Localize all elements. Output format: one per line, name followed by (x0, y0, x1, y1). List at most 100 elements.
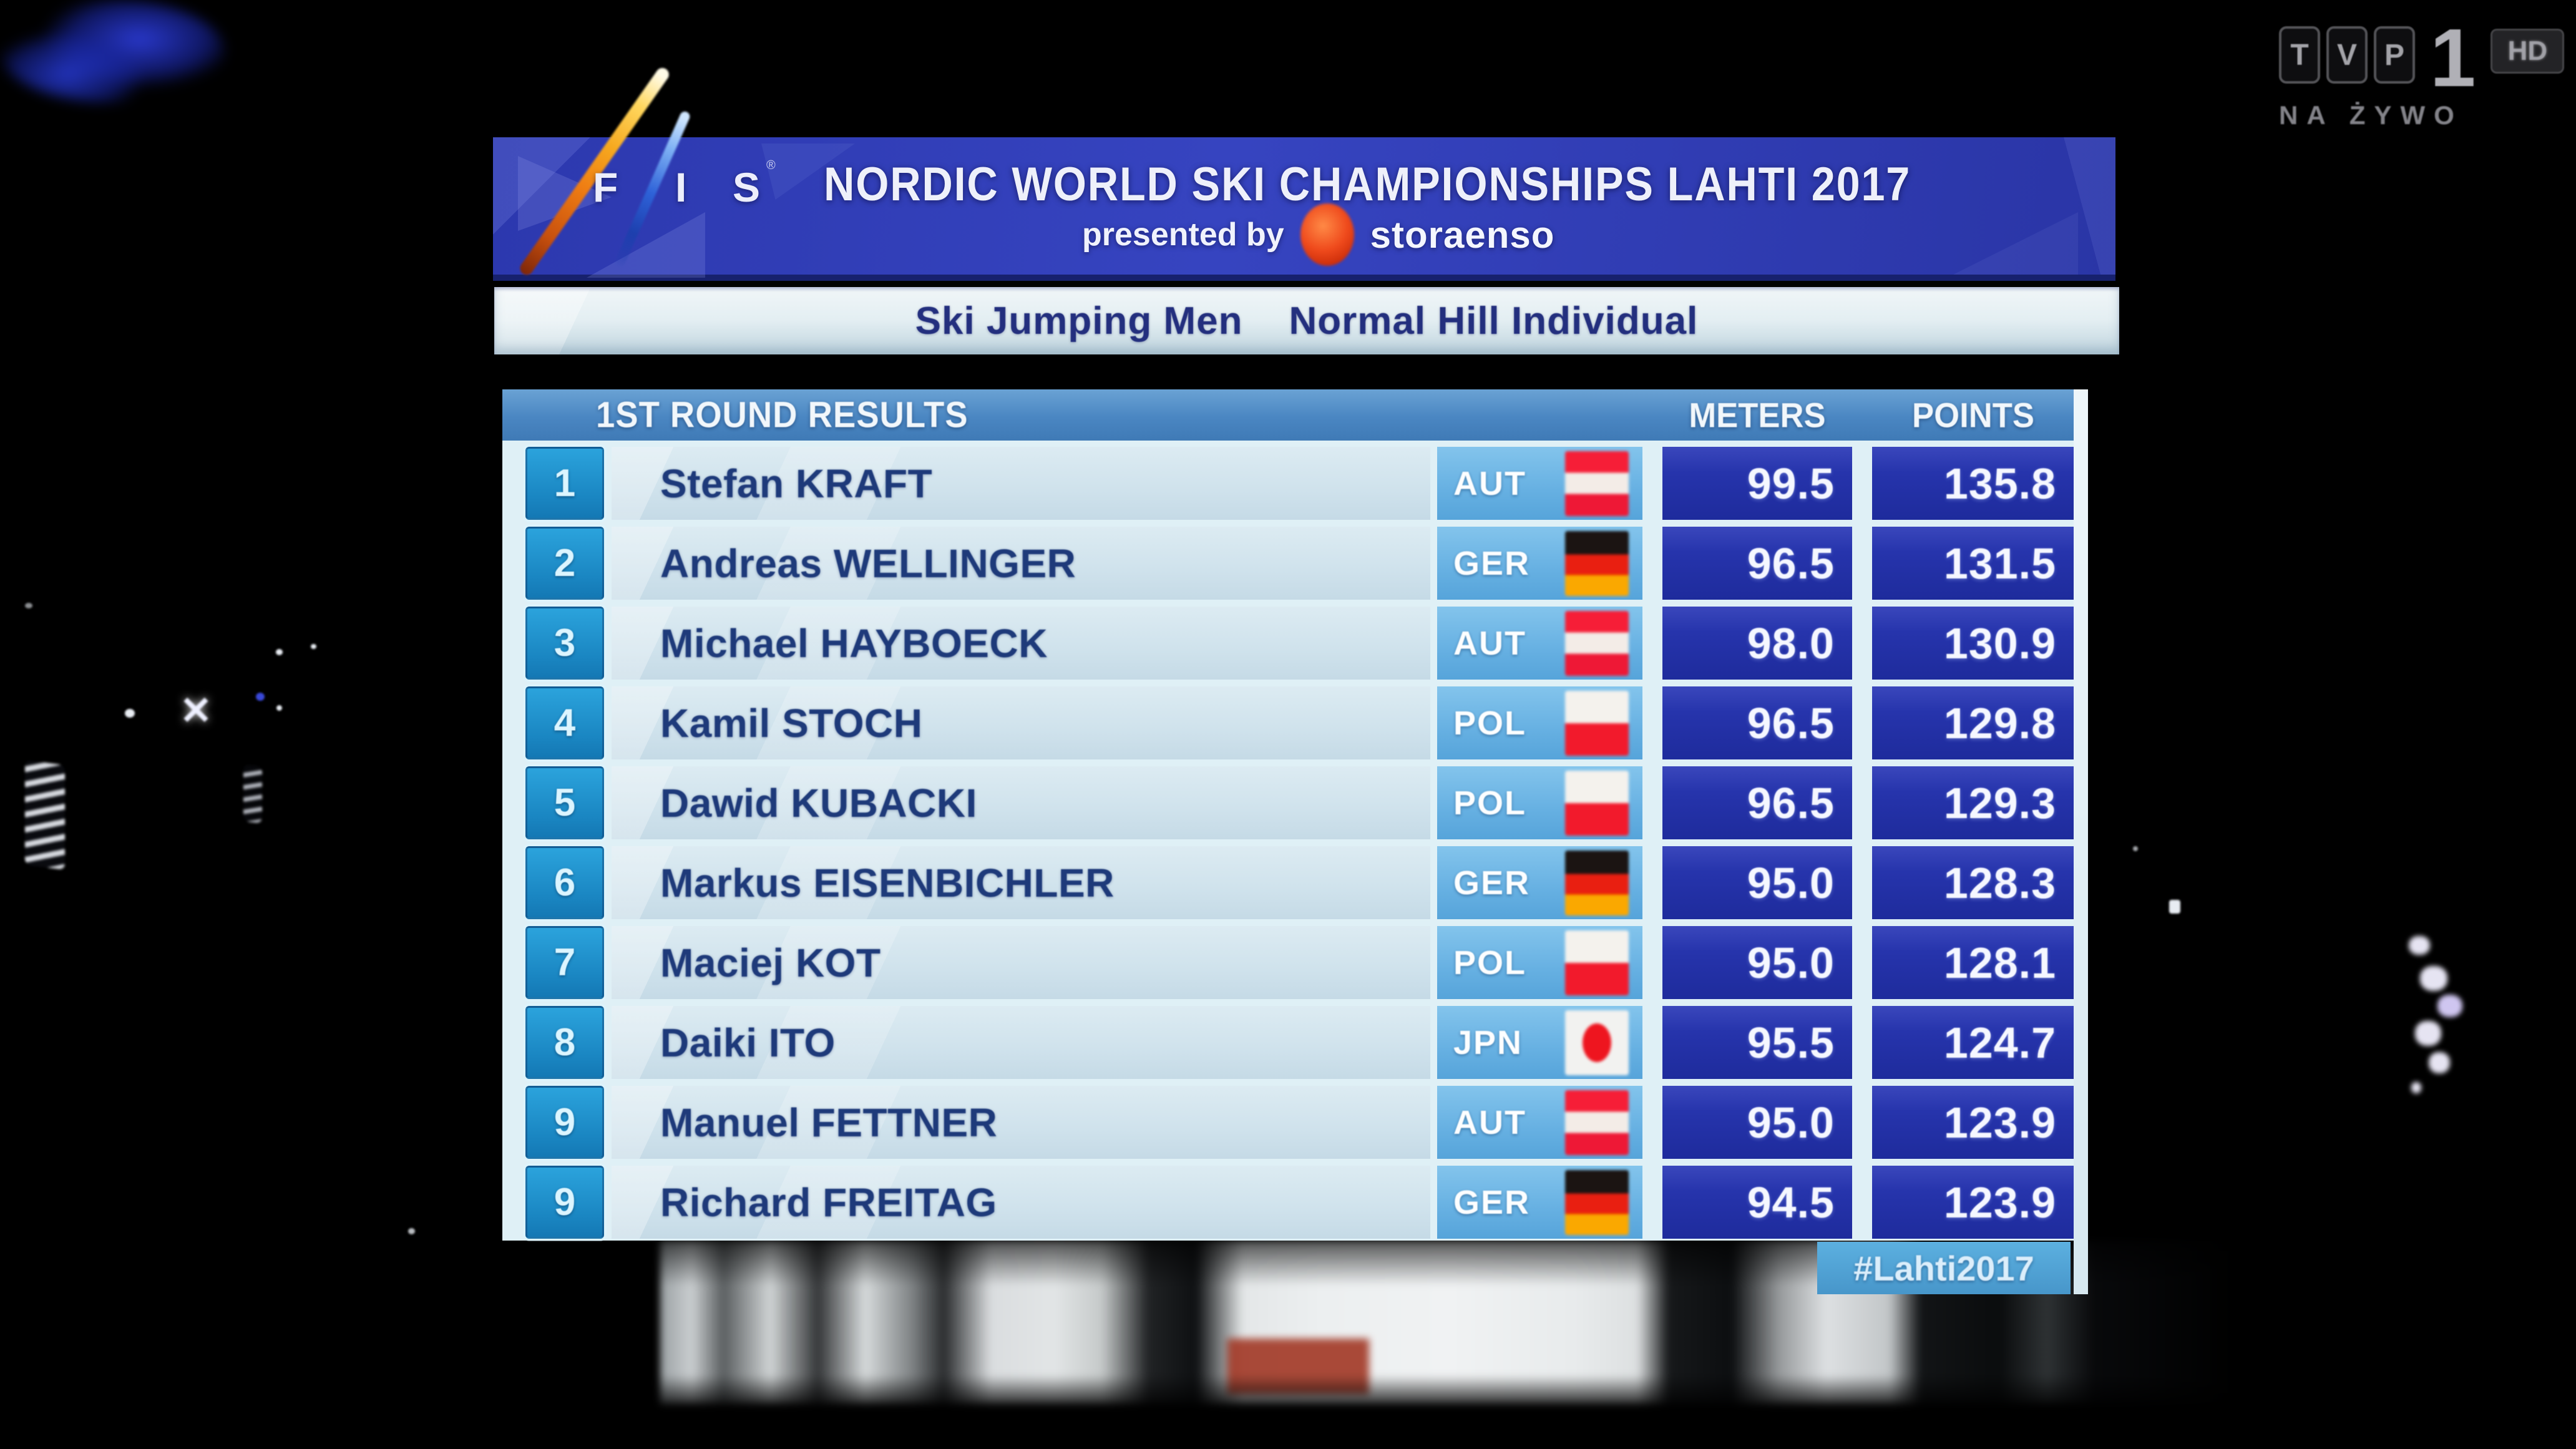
nation-cell: AUT (1437, 1086, 1642, 1159)
banner-facet (1953, 212, 2078, 275)
rank-badge-number: 8 (554, 1021, 576, 1064)
points-cell: 123.9 (1872, 1086, 2074, 1159)
nation-flag-icon (1565, 930, 1629, 995)
rank-badge: 9 (525, 1086, 604, 1159)
nation-cell: GER (1437, 1166, 1642, 1239)
tvp-letter-box: T (2279, 26, 2320, 84)
points-cell: 124.7 (1872, 1006, 2074, 1079)
results-title: 1ST ROUND RESULTS (596, 394, 968, 436)
light-dot-blue (256, 693, 265, 701)
crowd-lights-left-small (243, 764, 262, 824)
athlete-name-cell: Markus EISENBICHLER (612, 846, 1430, 919)
light-dot (276, 705, 282, 711)
light-dot (311, 644, 316, 649)
rank-badge-number: 9 (554, 1101, 576, 1144)
rank-badge-number: 1 (554, 462, 576, 505)
nation-flag-icon (1565, 770, 1629, 836)
points-cell: 123.9 (1872, 1166, 2074, 1239)
fis-letter: S (733, 164, 761, 210)
rank-badge: 3 (525, 607, 604, 680)
athlete-name-cell: Daiki ITO (612, 1006, 1430, 1079)
points-value: 128.1 (1943, 938, 2056, 987)
meters-cell: 95.5 (1662, 1006, 1852, 1079)
light-dot (2133, 846, 2138, 851)
crowd-lights-left (25, 760, 65, 870)
nation-cell: JPN (1437, 1006, 1642, 1079)
result-row: 2 Andreas WELLINGER GER 96.5 131.5 (502, 527, 2074, 600)
meters-value: 96.5 (1747, 539, 1835, 588)
nation-code: AUT (1453, 464, 1526, 502)
points-cell: 130.9 (1872, 607, 2074, 680)
table-right-border (2074, 389, 2088, 1294)
meters-value: 95.0 (1747, 938, 1835, 987)
rank-badge-number: 5 (554, 781, 576, 824)
rank-badge: 5 (525, 766, 604, 839)
nation-flag-icon (1565, 1010, 1629, 1075)
athlete-name: Michael HAYBOECK (660, 620, 1048, 666)
hashtag-badge: #Lahti2017 (1817, 1242, 2071, 1294)
nation-cell: POL (1437, 686, 1642, 759)
rank-badge-number: 7 (554, 941, 576, 984)
championship-title: NORDIC WORLD SKI CHAMPIONSHIPS LAHTI 201… (824, 157, 1911, 211)
meters-value: 99.5 (1747, 459, 1835, 508)
result-row: 6 Markus EISENBICHLER GER 95.0 128.3 (502, 846, 2074, 919)
nation-code: POL (1453, 944, 1527, 982)
meters-cell: 95.0 (1662, 1086, 1852, 1159)
nation-cell: POL (1437, 766, 1642, 839)
rank-badge-number: 9 (554, 1181, 576, 1224)
light-dot (2169, 900, 2180, 914)
storaenso-logo-icon (1300, 203, 1354, 266)
meters-value: 95.0 (1747, 1098, 1835, 1147)
column-header-meters: METERS (1689, 395, 1826, 435)
fis-letter: F (593, 164, 618, 210)
nation-code: JPN (1453, 1023, 1523, 1061)
meters-cell: 95.0 (1662, 846, 1852, 919)
tvp-letter-box: P (2374, 26, 2415, 84)
athlete-name-cell: Dawid KUBACKI (612, 766, 1430, 839)
tvp-letter: V (2336, 38, 2357, 72)
meters-cell: 96.5 (1662, 686, 1852, 759)
athlete-name: Maciej KOT (660, 940, 881, 985)
channel-number: 1 (2430, 12, 2476, 104)
meters-value: 95.0 (1747, 858, 1835, 907)
nation-cell: GER (1437, 846, 1642, 919)
meters-cell: 94.5 (1662, 1166, 1852, 1239)
result-row: 5 Dawid KUBACKI POL 96.5 129.3 (502, 766, 2074, 839)
nation-cell: AUT (1437, 447, 1642, 520)
result-row: 4 Kamil STOCH POL 96.5 129.8 (502, 686, 2074, 759)
nation-cell: GER (1437, 527, 1642, 600)
meters-value: 98.0 (1747, 618, 1835, 668)
sponsor-name: storaenso (1370, 213, 1555, 256)
athlete-name: Stefan KRAFT (660, 461, 933, 506)
points-value: 135.8 (1943, 459, 2056, 508)
event-discipline: Ski Jumping Men (915, 299, 1243, 343)
rank-badge: 8 (525, 1006, 604, 1079)
nation-flag-icon (1565, 530, 1629, 596)
athlete-name-cell: Manuel FETTNER (612, 1086, 1430, 1159)
nation-flag-icon (1565, 610, 1629, 676)
points-cell: 129.8 (1872, 686, 2074, 759)
rank-badge: 1 (525, 447, 604, 520)
athlete-name: Manuel FETTNER (660, 1100, 998, 1145)
athlete-name-cell: Kamil STOCH (612, 686, 1430, 759)
points-value: 130.9 (1943, 618, 2056, 668)
results-header: 1ST ROUND RESULTS METERS POINTS (502, 389, 2074, 441)
tvp-letter: P (2384, 38, 2404, 72)
fis-letter: I (675, 164, 687, 210)
event-strip: Ski Jumping Men Normal Hill Individual (494, 287, 2119, 354)
nation-flag-icon (1565, 451, 1629, 516)
meters-cell: 95.0 (1662, 926, 1852, 999)
points-value: 124.7 (1943, 1018, 2056, 1067)
nation-code: GER (1453, 1183, 1531, 1221)
athlete-name-cell: Maciej KOT (612, 926, 1430, 999)
results-table: 1ST ROUND RESULTS METERS POINTS 1 Stefan… (502, 389, 2088, 1294)
meters-value: 96.5 (1747, 778, 1835, 827)
column-header-points: POINTS (1912, 395, 2034, 435)
points-value: 129.3 (1943, 778, 2056, 827)
nation-code: AUT (1453, 624, 1526, 662)
result-row: 8 Daiki ITO JPN 95.5 124.7 (502, 1006, 2074, 1079)
fis-logo: F I S ® (593, 150, 780, 218)
athlete-name-cell: Andreas WELLINGER (612, 527, 1430, 600)
points-cell: 128.1 (1872, 926, 2074, 999)
